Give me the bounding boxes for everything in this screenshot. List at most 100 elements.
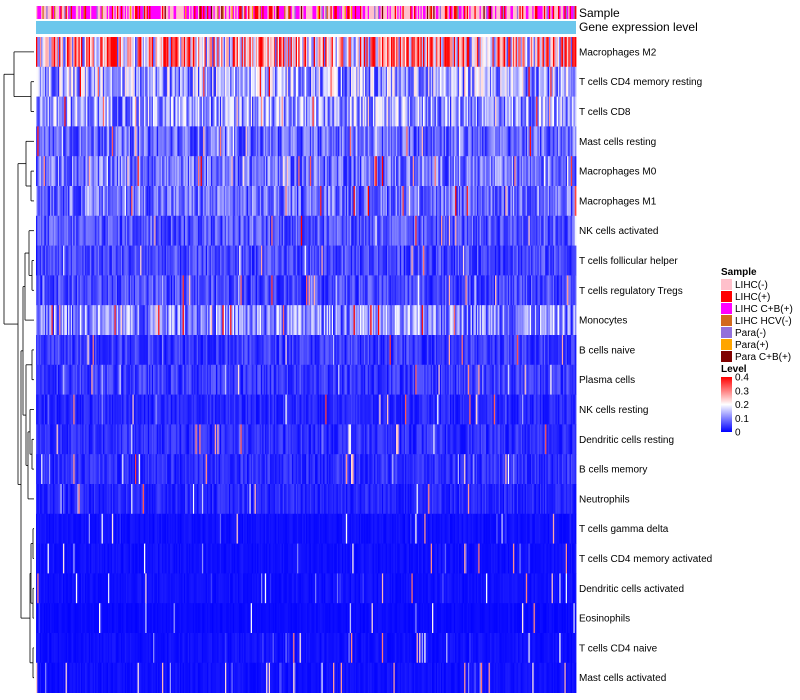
- heatmap-cell: [297, 126, 299, 157]
- heatmap-cell: [244, 245, 246, 276]
- heatmap-cell: [295, 37, 298, 68]
- heatmap-cell: [123, 245, 126, 276]
- heatmap-cell: [210, 275, 213, 306]
- heatmap-cell: [259, 245, 262, 276]
- heatmap-cell: [336, 275, 339, 306]
- heatmap-cell: [480, 186, 483, 217]
- heatmap-cell: [234, 186, 236, 217]
- heatmap-cell: [88, 335, 91, 366]
- heatmap-cell: [459, 186, 461, 217]
- heatmap-cell: [288, 335, 290, 366]
- heatmap-cell: [276, 335, 279, 366]
- sample-cell: [169, 6, 172, 19]
- heatmap-cell: [515, 186, 518, 217]
- heatmap-cell: [480, 275, 483, 306]
- heatmap-cell: [505, 215, 507, 246]
- sample-cell: [500, 6, 502, 19]
- heatmap-cell: [348, 96, 351, 127]
- heatmap-cell: [471, 96, 474, 127]
- heatmap-cell: [244, 156, 246, 187]
- heatmap-cell: [442, 126, 444, 157]
- heatmap-cell: [334, 215, 336, 246]
- heatmap-cell: [64, 66, 66, 97]
- heatmap-cell: [271, 245, 273, 276]
- heatmap-cell: [189, 275, 191, 306]
- heatmap-row-mast-cells-resting: [36, 126, 577, 157]
- heatmap-cell: [380, 186, 383, 217]
- heatmap-cell: [163, 126, 165, 157]
- heatmap-cell: [205, 186, 208, 217]
- heatmap-cell: [312, 305, 315, 336]
- heatmap-cell: [227, 156, 230, 187]
- heatmap-cell: [514, 245, 516, 276]
- sample-cell: [326, 6, 329, 19]
- heatmap-cell: [158, 335, 160, 366]
- heatmap-cell: [55, 215, 57, 246]
- heatmap-cell: [484, 275, 487, 306]
- heatmap-row-monocytes: [36, 305, 577, 336]
- heatmap-cell: [441, 305, 443, 336]
- heatmap-cell: [117, 335, 119, 366]
- heatmap-cell: [187, 215, 190, 246]
- heatmap-cell: [246, 335, 249, 366]
- sample-cell: [433, 6, 435, 19]
- heatmap-cell: [556, 186, 559, 217]
- heatmap-cell: [244, 215, 246, 246]
- heatmap-cell: [515, 126, 518, 157]
- heatmap-cell: [68, 156, 70, 187]
- heatmap-cell: [171, 305, 173, 336]
- heatmap-cell: [471, 305, 474, 336]
- heatmap-cell: [415, 37, 417, 68]
- heatmap-cell: [109, 275, 111, 306]
- heatmap-cell: [42, 215, 45, 246]
- heatmap-cell: [505, 66, 507, 97]
- heatmap-cell: [509, 186, 511, 217]
- heatmap-cell: [252, 215, 254, 246]
- heatmap-cell: [129, 215, 132, 246]
- heatmap-cell: [325, 215, 327, 246]
- heatmap-cell: [357, 305, 360, 336]
- heatmap-cell: [272, 37, 275, 68]
- heatmap-cell: [41, 186, 43, 217]
- heatmap-cell: [75, 156, 78, 187]
- heatmap-cell: [57, 245, 60, 276]
- heatmap-cell: [138, 96, 141, 127]
- heatmap-cell: [361, 126, 363, 157]
- heatmap-cell: [133, 305, 136, 336]
- sample-cell: [410, 6, 412, 19]
- heatmap-cell: [205, 215, 208, 246]
- heatmap-cell: [450, 37, 452, 68]
- heatmap-cell: [555, 305, 558, 336]
- heatmap-cell: [309, 96, 312, 127]
- heatmap-cell: [295, 305, 298, 336]
- heatmap-cell: [554, 66, 556, 97]
- heatmap-cell: [567, 215, 569, 246]
- heatmap-cell: [555, 275, 558, 306]
- heatmap-cell: [464, 66, 466, 97]
- heatmap-cell: [86, 305, 88, 336]
- heatmap-cell: [492, 156, 495, 187]
- heatmap-cell: [277, 66, 280, 97]
- heatmap-cell: [429, 126, 432, 157]
- sample-cell: [64, 6, 66, 19]
- sample-cell: [475, 6, 478, 19]
- heatmap-cell: [312, 156, 315, 187]
- heatmap-cell: [383, 37, 385, 68]
- heatmap-cell: [84, 305, 87, 336]
- heatmap-cell: [339, 156, 342, 187]
- heatmap-cell: [108, 215, 110, 246]
- heatmap-cell: [77, 126, 79, 157]
- heatmap-cell: [380, 66, 383, 97]
- heatmap-cell: [203, 156, 205, 187]
- heatmap-cell: [99, 156, 101, 187]
- heatmap-cell: [56, 66, 59, 97]
- heatmap-cell: [50, 156, 52, 187]
- heatmap-cell: [249, 335, 252, 366]
- heatmap-cell: [240, 37, 243, 68]
- heatmap-cell: [410, 126, 412, 157]
- heatmap-cell: [264, 186, 267, 217]
- heatmap-cell: [495, 66, 497, 97]
- sample-cell: [291, 6, 294, 19]
- heatmap-cell: [225, 275, 227, 306]
- heatmap-cell: [222, 126, 225, 157]
